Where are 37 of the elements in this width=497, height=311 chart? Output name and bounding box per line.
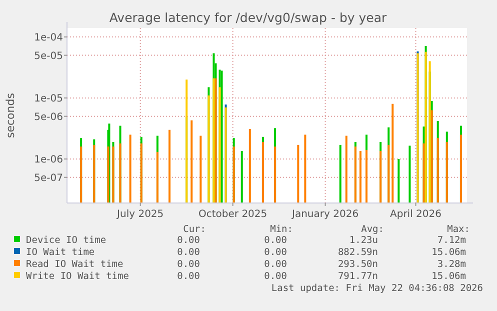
text: Last update: Fri May 22 04:36:08 2026 [271,283,484,294]
text: 0.00 [177,235,200,246]
legend-label: Device IO time [26,235,106,246]
y-tick-label: 1e-05 [34,93,63,104]
text: Max: [447,224,470,235]
x-tick-label: October 2025 [198,209,268,220]
legend-label: IO Wait time [26,247,95,258]
text: 0.00 [177,259,200,270]
text: 15.06m [432,247,466,258]
text: 0.00 [264,271,288,282]
text: 7.12m [437,235,466,246]
text: 293.50n [338,259,378,270]
legend-label: Read IO Wait time [26,259,124,270]
text: 0.00 [177,271,200,282]
y-tick-label: 5e-07 [34,172,63,184]
text: 1.23u [349,235,378,246]
text: 0.00 [177,247,200,258]
y-tick-label: 1e-04 [34,32,63,44]
text: Avg: [361,224,384,235]
y-tick-label: 5e-05 [34,50,63,62]
text: 791.77n [338,271,378,282]
text: 882.59n [338,247,378,258]
text: Min: [270,224,293,235]
text: 0.00 [264,235,288,246]
chart-title: Average latency for /dev/vg0/swap - by year [109,10,388,25]
text: 3.28m [437,259,466,270]
x-tick-label: April 2026 [390,209,442,220]
text: 0.00 [264,247,288,258]
text: 15.06m [432,271,466,282]
x-tick-label: July 2025 [116,209,164,220]
legend-label: Write IO Wait time [26,271,130,282]
x-tick-label: January 2026 [291,209,359,220]
text: 0.00 [264,259,288,270]
text: Cur: [183,224,206,235]
y-tick-label: 5e-06 [34,112,63,123]
y-tick-label: 1e-06 [34,154,63,166]
y-axis-title: seconds [4,92,17,138]
